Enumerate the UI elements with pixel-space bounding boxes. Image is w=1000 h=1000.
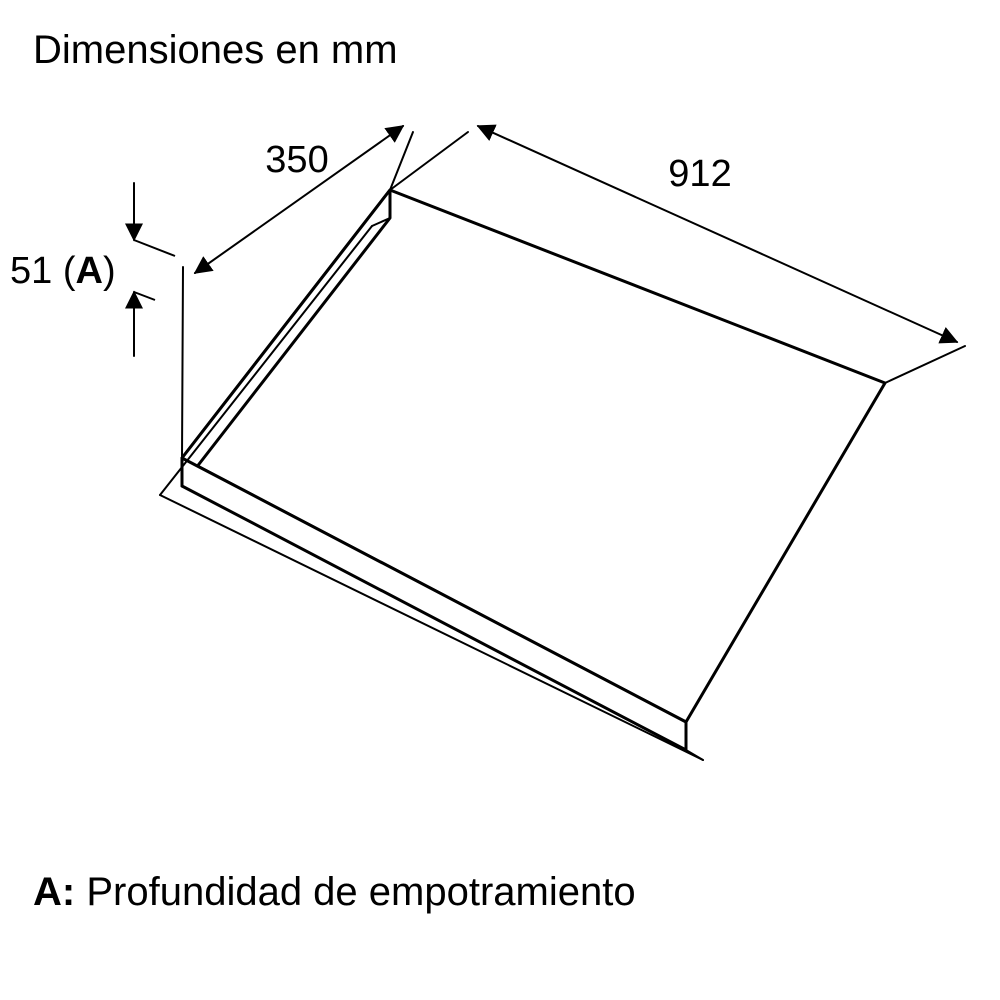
footnote-key: A: [33, 870, 75, 914]
footnote-text: Profundidad de empotramiento [86, 870, 635, 914]
page-title: Dimensiones en mm [33, 28, 398, 73]
footnote: A: Profundidad de empotramiento [33, 870, 636, 915]
technical-drawing: 350 912 51 (A) [0, 0, 1000, 1000]
dimension-label-width: 912 [668, 153, 731, 195]
plate-outline [160, 190, 885, 760]
dimension-label-thickness: 51 (A) [10, 250, 116, 292]
dimension-label-depth: 350 [265, 139, 328, 181]
